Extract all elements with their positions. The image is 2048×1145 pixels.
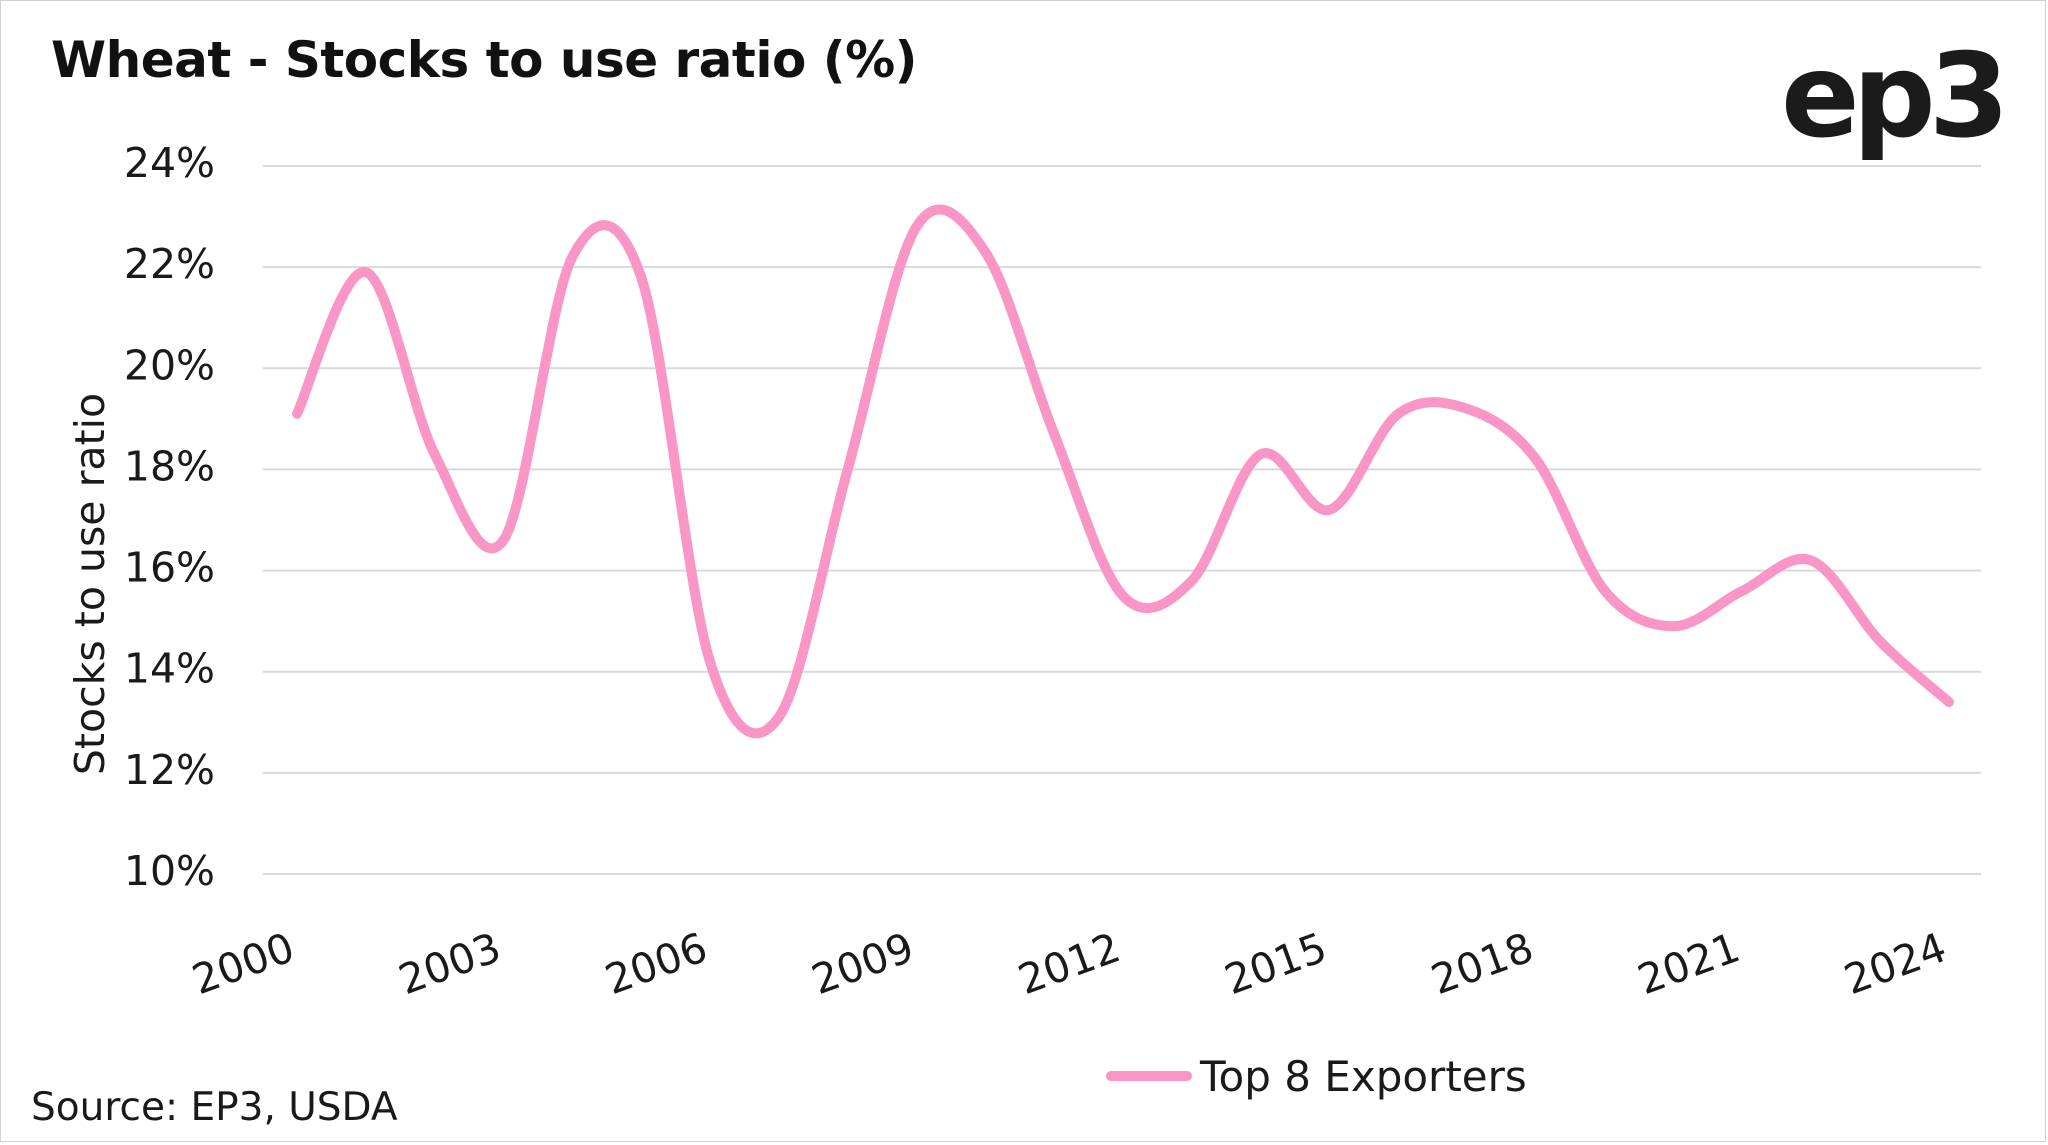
- series-line-top-8-exporters: [292, 204, 1954, 739]
- y-tick-label: 14%: [124, 645, 215, 693]
- x-tick-label: 2006: [599, 923, 713, 1004]
- ep3-logo: ep3: [1781, 29, 2009, 164]
- x-tick-label: 2003: [392, 923, 506, 1004]
- x-tick-label: 2018: [1425, 923, 1539, 1004]
- y-tick-label: 20%: [124, 341, 215, 389]
- x-tick-label: 2009: [805, 923, 919, 1004]
- y-tick-label: 16%: [124, 544, 215, 592]
- source-note: Source: EP3, USDA: [31, 1085, 398, 1130]
- gridlines: [263, 165, 1981, 875]
- legend: Top 8 Exporters: [1106, 1051, 1527, 1101]
- series-group: [292, 204, 1954, 739]
- y-axis-label: Stocks to use ratio: [66, 393, 114, 775]
- x-tick-label: 2015: [1218, 923, 1332, 1004]
- chart-title: Wheat - Stocks to use ratio (%): [51, 31, 918, 89]
- x-axis-ticks: 2000 2003 2006 2009 2012 2015 2018 2021 2024: [186, 923, 1952, 1004]
- x-tick-label: 2000: [186, 923, 300, 1004]
- y-tick-label: 10%: [124, 847, 215, 895]
- y-tick-label: 22%: [124, 240, 215, 288]
- y-tick-label: 18%: [124, 442, 215, 490]
- legend-swatch: [1106, 1071, 1192, 1081]
- legend-label: Top 8 Exporters: [1200, 1051, 1527, 1101]
- y-axis-ticks: 10% 12% 14% 16% 18% 20% 22% 24%: [124, 139, 215, 895]
- x-tick-label: 2012: [1012, 923, 1126, 1004]
- y-tick-label: 12%: [124, 746, 215, 794]
- x-tick-label: 2021: [1631, 923, 1745, 1004]
- y-tick-label: 24%: [124, 139, 215, 187]
- x-tick-label: 2024: [1838, 923, 1952, 1004]
